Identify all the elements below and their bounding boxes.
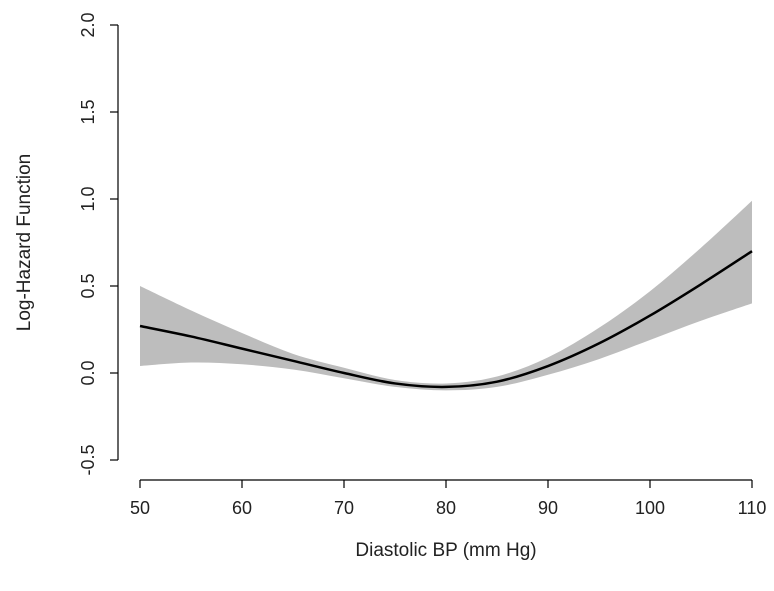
y-tick-label: 1.0 xyxy=(78,186,98,211)
confidence-band-layer xyxy=(140,200,752,391)
y-tick-label: 2.0 xyxy=(78,12,98,37)
x-axis-label: Diastolic BP (mm Hg) xyxy=(355,540,536,561)
y-tick-label: 1.5 xyxy=(78,99,98,124)
log-hazard-curve xyxy=(139,250,753,389)
y-tick-label: 0.5 xyxy=(78,273,98,298)
confidence-band xyxy=(140,200,752,391)
y-tick-label: 0.0 xyxy=(78,360,98,385)
x-tick-label: 50 xyxy=(130,498,150,518)
y-axis-label: Log-Hazard Function xyxy=(14,154,35,331)
x-tick-label: 80 xyxy=(436,498,456,518)
axes-layer: 50 60 70 80 90 100 110 -0.5 0.0 0.5 1.0 1.5 2.0 xyxy=(78,12,766,518)
x-tick-label: 90 xyxy=(538,498,558,518)
x-tick-label: 110 xyxy=(738,498,767,518)
axis-titles: Diastolic BP (mm Hg) Log-Hazard Function xyxy=(14,154,537,561)
x-tick-label: 70 xyxy=(334,498,354,518)
x-tick-label: 100 xyxy=(635,498,665,518)
y-tick-label: -0.5 xyxy=(78,444,98,475)
curve-layer xyxy=(139,250,753,389)
x-tick-label: 60 xyxy=(232,498,252,518)
